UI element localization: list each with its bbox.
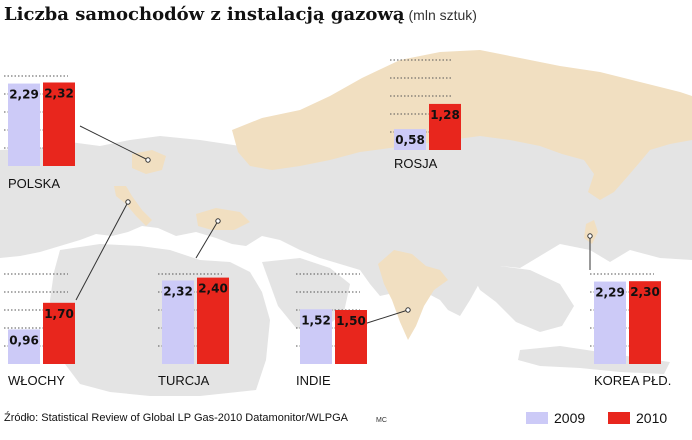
data-label-turcja-2010: 2,40 [198, 282, 228, 296]
data-label-wlochy-2009: 0,96 [9, 333, 39, 347]
bar-groups: 2,29 2,32 POLSKA 0,58 1,28 ROSJA 0,96 1,70 WŁOCH… [4, 59, 671, 388]
data-label-korea-pld-2010: 2,30 [630, 285, 660, 299]
data-label-turcja-2009: 2,32 [163, 284, 193, 298]
data-label-wlochy-2010: 1,70 [44, 307, 74, 321]
bar-wlochy-2010 [43, 302, 75, 364]
location-marker-korea-pld [587, 233, 593, 239]
country-label-wlochy: WŁOCHY [8, 373, 65, 388]
location-marker-polska [145, 157, 151, 163]
data-label-indie-2010: 1,50 [336, 314, 366, 328]
map-turkey [196, 208, 250, 230]
bar-group-wlochy: 0,96 1,70 WŁOCHY [4, 273, 75, 388]
bar-rosja-2009 [394, 129, 426, 150]
bar-indie-2010 [335, 310, 367, 364]
bar-turcja-2010 [197, 277, 229, 364]
bar-group-turcja: 2,32 2,40 TURCJA [158, 273, 229, 388]
title-main: Liczba samochodów z instalacją gazową [4, 4, 405, 25]
leader-lines [75, 125, 593, 325]
bar-group-indie: 1,52 1,50 INDIE [296, 273, 367, 388]
bar-group-korea-pld: 2,29 2,30 KOREA PŁD. [590, 273, 671, 388]
bar-korea-pld-2009 [594, 281, 626, 364]
bar-indie-2009 [300, 309, 332, 364]
data-label-korea-pld-2009: 2,29 [595, 286, 625, 300]
map-southeast-asia [470, 266, 574, 332]
source-note: Źródło: Statistical Review of Global LP … [4, 412, 349, 424]
leader-line-wlochy [75, 201, 129, 301]
bar-group-rosja: 0,58 1,28 ROSJA [390, 59, 461, 171]
country-label-rosja: ROSJA [394, 156, 438, 171]
bar-korea-pld-2010 [629, 281, 661, 364]
country-label-indie: INDIE [296, 373, 331, 388]
legend-label-2010: 2010 [636, 410, 668, 426]
country-label-korea-pld: KOREA PŁD. [594, 373, 671, 388]
bar-turcja-2009 [162, 280, 194, 364]
title-unit: (mln sztuk) [408, 7, 477, 23]
bar-wlochy-2009 [8, 329, 40, 364]
legend-swatch-2010 [608, 412, 630, 424]
data-label-polska-2009: 2,29 [9, 88, 39, 102]
data-label-rosja-2009: 0,58 [395, 133, 425, 147]
data-label-indie-2009: 1,52 [301, 313, 331, 327]
bar-group-polska: 2,29 2,32 POLSKA [4, 75, 75, 191]
bar-polska-2010 [43, 82, 75, 166]
location-marker-indie [405, 307, 411, 313]
data-label-polska-2010: 2,32 [44, 86, 74, 100]
bar-rosja-2010 [429, 103, 461, 150]
chart-title: Liczba samochodów z instalacją gazową (ml… [4, 4, 477, 25]
map-korea [584, 220, 598, 244]
data-label-rosja-2010: 1,28 [430, 108, 460, 122]
bar-polska-2009 [8, 83, 40, 166]
map-india [378, 250, 448, 340]
country-label-polska: POLSKA [8, 176, 60, 191]
location-marker-wlochy [125, 199, 131, 205]
author-credit: MC [376, 417, 387, 424]
leader-line-polska [79, 125, 149, 161]
leader-line-indie [363, 309, 409, 325]
leader-line-turcja [195, 220, 219, 259]
legend-label-2009: 2009 [554, 410, 586, 426]
map-italy [114, 186, 152, 226]
legend-swatch-2009 [526, 412, 548, 424]
location-marker-turcja [215, 218, 221, 224]
map-russia [232, 50, 692, 200]
country-label-turcja: TURCJA [158, 373, 210, 388]
